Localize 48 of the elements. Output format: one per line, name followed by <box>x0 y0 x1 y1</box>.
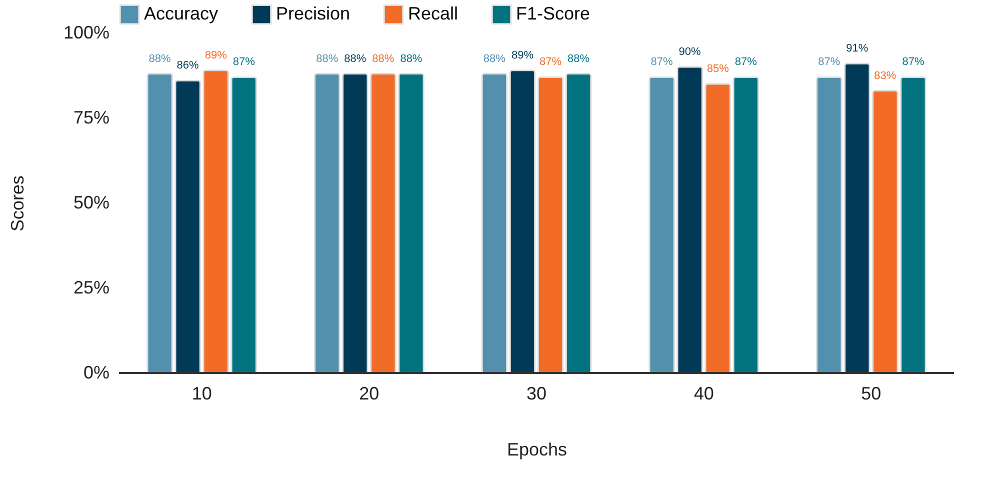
bar <box>509 70 536 374</box>
data-label: 88% <box>316 52 338 65</box>
y-tick-label: 50% <box>73 192 110 212</box>
x-tick-label: 40 <box>694 384 714 404</box>
data-label: 87% <box>540 56 562 68</box>
bar <box>537 76 564 374</box>
bar <box>704 83 731 374</box>
data-label: 88% <box>400 52 422 65</box>
data-label: 87% <box>734 56 758 68</box>
bar <box>481 73 508 374</box>
data-label: 85% <box>706 63 730 75</box>
y-axis-title: Scores <box>7 175 28 232</box>
data-label: 88% <box>568 52 590 65</box>
y-tick-label: 25% <box>73 278 110 298</box>
data-label: 89% <box>204 49 228 62</box>
data-label: 87% <box>232 56 256 68</box>
x-axis-title: Epochs <box>506 440 568 460</box>
data-label: 86% <box>176 60 200 72</box>
x-tick-label: 50 <box>861 384 882 404</box>
bar <box>844 62 870 374</box>
data-label: 87% <box>818 56 840 68</box>
legend-label: Recall <box>408 4 458 24</box>
data-label: 89% <box>511 49 534 62</box>
data-label: 88% <box>148 52 171 65</box>
data-label: 87% <box>650 56 674 68</box>
data-label: 87% <box>902 56 924 68</box>
x-tick-label: 20 <box>359 384 380 404</box>
data-label: 90% <box>678 46 702 58</box>
data-label: 88% <box>372 52 394 65</box>
bar <box>565 73 592 374</box>
x-tick-label: 30 <box>526 384 547 404</box>
legend-label: Precision <box>276 4 350 24</box>
data-label: 83% <box>874 70 896 82</box>
y-tick-label: 100% <box>63 22 110 42</box>
legend-label: F1-Score <box>516 4 590 24</box>
bar <box>314 73 340 374</box>
y-tick-label: 75% <box>73 108 110 128</box>
bar <box>342 73 368 374</box>
bar <box>816 76 842 374</box>
data-label: 88% <box>344 52 366 65</box>
y-tick-label: 0% <box>83 362 110 382</box>
data-label: 88% <box>483 52 506 65</box>
bar <box>202 70 229 374</box>
bar <box>732 76 759 374</box>
bar <box>230 76 257 374</box>
x-tick-label: 10 <box>192 384 212 404</box>
legend-label: Accuracy <box>144 4 218 24</box>
data-label: 91% <box>846 42 868 55</box>
